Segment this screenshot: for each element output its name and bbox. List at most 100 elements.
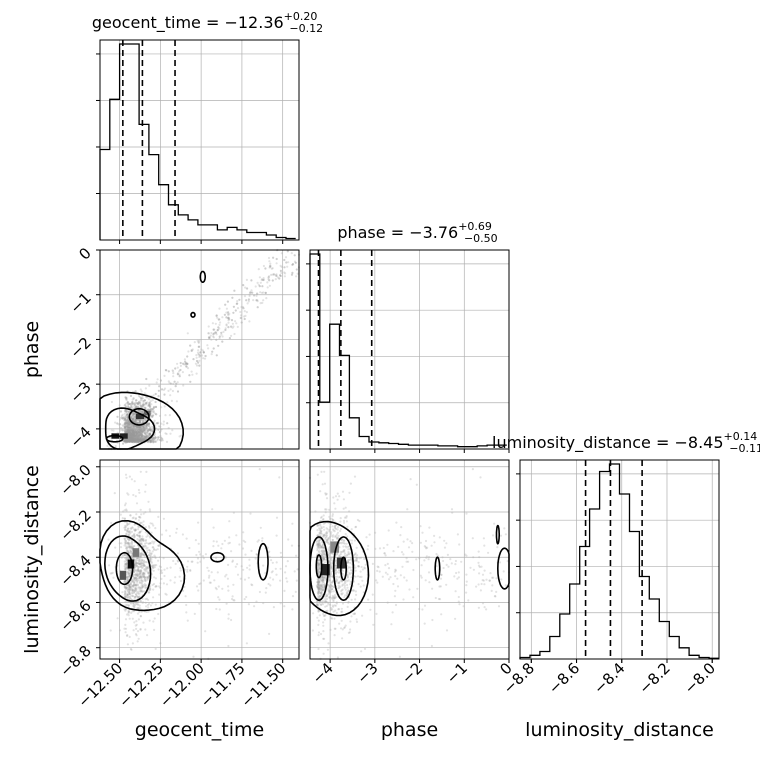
sample-point <box>145 434 148 438</box>
sample-point <box>296 272 299 275</box>
sample-point <box>233 332 236 336</box>
sample-point <box>148 402 151 405</box>
sample-point <box>140 438 143 441</box>
sample-point <box>217 326 220 329</box>
sample-point <box>139 404 142 407</box>
sample-point <box>148 398 151 401</box>
sample-point <box>255 299 258 302</box>
sample-point <box>135 431 138 434</box>
sample-point <box>269 262 272 265</box>
sample-point <box>142 561 145 564</box>
sample-point <box>230 325 233 328</box>
sample-point <box>170 399 173 402</box>
sample-point <box>412 568 415 572</box>
sample-point <box>127 423 130 426</box>
sample-point <box>176 552 179 555</box>
sample-point <box>142 429 145 432</box>
sample-point <box>126 425 129 428</box>
sample-point <box>224 328 227 332</box>
sample-point <box>132 436 135 439</box>
sample-point <box>337 576 340 579</box>
sample-point <box>125 420 128 423</box>
sample-point <box>129 394 133 398</box>
sample-point <box>126 430 129 433</box>
sample-point <box>224 303 227 306</box>
sample-point <box>430 544 433 547</box>
sample-point <box>131 435 134 438</box>
sample-point <box>268 279 271 282</box>
sample-point <box>126 424 129 427</box>
sample-point <box>269 265 272 268</box>
sample-point <box>231 560 234 563</box>
sample-point <box>136 405 140 409</box>
sample-point <box>334 507 337 510</box>
sample-point <box>137 437 140 441</box>
sample-point <box>125 438 128 442</box>
sample-point <box>141 439 144 442</box>
sample-point <box>131 431 134 434</box>
sample-point <box>131 432 134 436</box>
sample-point <box>134 431 138 434</box>
sample-point <box>211 350 214 353</box>
sample-point <box>340 610 343 614</box>
sample-point <box>189 380 192 383</box>
sample-point <box>123 438 126 441</box>
sample-point <box>125 421 128 424</box>
sample-point <box>411 550 414 553</box>
sample-point <box>349 569 353 572</box>
sample-point <box>322 558 325 561</box>
sample-point <box>143 399 146 402</box>
sample-point <box>128 439 131 442</box>
sample-point <box>123 438 126 441</box>
sample-point <box>125 532 128 535</box>
sample-point <box>259 302 262 305</box>
sample-point <box>477 583 480 586</box>
sample-point <box>324 492 327 495</box>
sample-point <box>342 507 345 510</box>
sample-point <box>136 429 140 432</box>
sample-point <box>187 350 190 353</box>
sample-point <box>215 588 218 591</box>
sample-point <box>137 590 140 593</box>
sample-point <box>138 433 141 436</box>
sample-point <box>136 440 139 443</box>
sample-point <box>246 566 249 569</box>
sample-point <box>129 430 132 433</box>
sample-point <box>249 512 252 515</box>
sample-point <box>480 565 483 568</box>
sample-point <box>291 522 294 525</box>
sample-point <box>260 278 263 281</box>
sample-point <box>227 317 230 320</box>
sample-point <box>150 403 153 406</box>
sample-point <box>124 441 127 444</box>
sample-point <box>181 371 184 374</box>
sample-point <box>219 321 222 324</box>
sample-point <box>135 431 138 434</box>
sample-point <box>206 566 209 569</box>
sample-point <box>126 401 129 404</box>
sample-point <box>247 576 250 579</box>
sample-point <box>190 370 193 373</box>
sample-point <box>215 354 218 357</box>
sample-point <box>126 438 129 441</box>
sample-point <box>156 422 159 425</box>
sample-point <box>137 618 140 621</box>
sample-point <box>128 410 131 413</box>
sample-point <box>124 473 128 476</box>
sample-point <box>284 272 287 275</box>
sample-point <box>131 610 134 613</box>
sample-point <box>129 435 133 438</box>
sample-point <box>146 396 149 399</box>
sample-point <box>236 563 239 566</box>
sample-point <box>126 413 129 416</box>
sample-point <box>455 571 458 575</box>
sample-point <box>132 417 135 420</box>
sample-point <box>126 401 129 404</box>
sample-point <box>394 575 397 578</box>
sample-point <box>154 527 157 530</box>
sample-point <box>134 439 137 442</box>
sample-point <box>296 568 299 571</box>
sample-point <box>149 440 152 444</box>
sample-point <box>134 432 138 436</box>
sample-point <box>338 495 341 498</box>
